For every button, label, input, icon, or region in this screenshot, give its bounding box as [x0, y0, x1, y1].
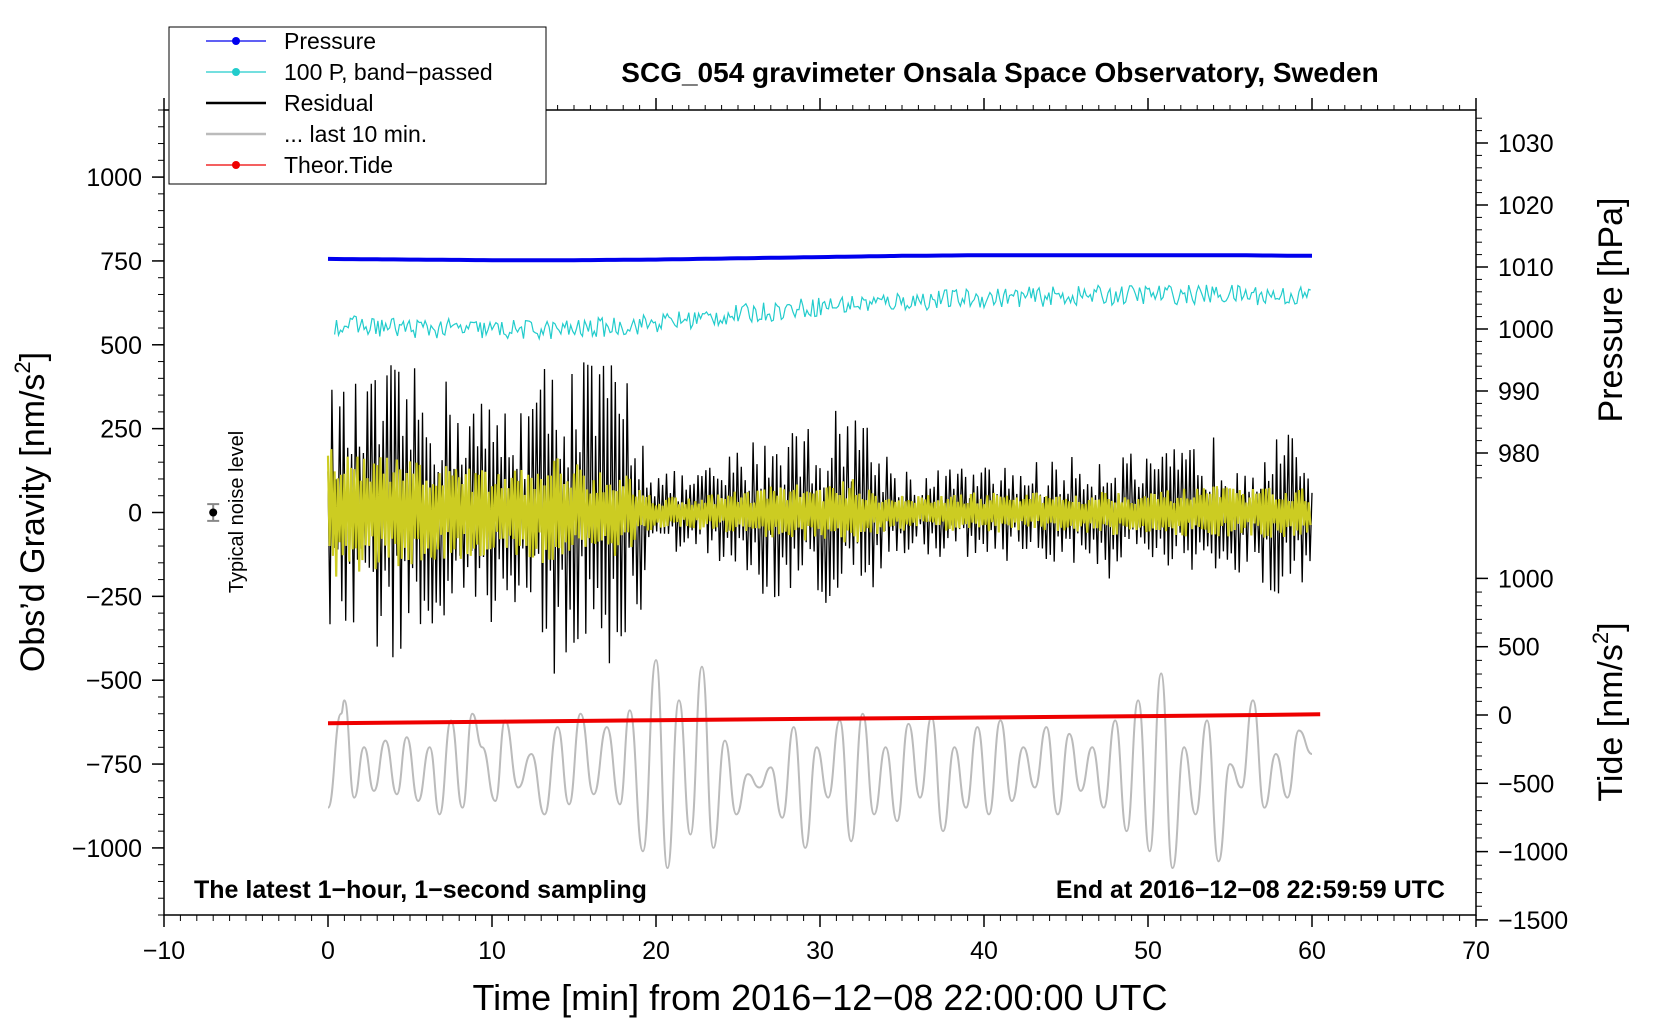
pressure-tick-label: 980	[1498, 440, 1540, 468]
legend-box	[168, 26, 547, 185]
legend-label: Pressure	[284, 28, 376, 54]
tide-tick-label: 500	[1498, 634, 1540, 662]
noise-level-label: Typical noise level	[226, 431, 248, 593]
legend-label: ... last 10 min.	[284, 121, 427, 147]
tide-tick-label: −1000	[1498, 839, 1568, 867]
series-last-10-min	[327, 659, 1313, 870]
x-axis-label: Time [min] from 2016−12−08 22:00:00 UTC	[472, 977, 1167, 1018]
y-tick-label: 1000	[86, 164, 142, 192]
y-axis-label-left: Obs’d Gravity [nm/s2]	[10, 352, 52, 672]
y-axis-label-left-end: ]	[14, 352, 52, 361]
series-theor-tide	[327, 712, 1321, 726]
y-tick-label: −750	[86, 751, 142, 779]
y-tick-label: 250	[100, 416, 142, 444]
y-tick-label: −500	[86, 667, 142, 695]
legend-label: 100 P, band−passed	[284, 59, 493, 85]
legend-marker	[232, 68, 240, 76]
y-axis-label-left-main: Obs’d Gravity [nm/s	[14, 374, 52, 673]
y-tick-label: −1000	[72, 835, 142, 863]
axis-ticks	[152, 98, 1488, 927]
tick-labels: −10 0 10 20 30 40 50 60 7010007505002500−250−500…	[72, 130, 1568, 965]
y-tick-label: 500	[100, 332, 142, 360]
y-tick-label: 0	[128, 500, 142, 528]
pressure-tick-label: 990	[1498, 378, 1540, 406]
series-100p-bandpassed	[334, 284, 1311, 341]
legend-marker	[232, 37, 240, 45]
x-tick-label: 20	[642, 937, 670, 965]
tide-tick-label: 0	[1498, 702, 1512, 730]
x-tick-label: 70	[1462, 937, 1490, 965]
chart-title: SCG_054 gravimeter Onsala Space Observat…	[621, 57, 1378, 88]
y-tick-label: −250	[86, 583, 142, 611]
y-axis-label-tide-main: Tide [nm/s	[1592, 644, 1630, 801]
legend-marker	[232, 161, 240, 169]
legend-label: Residual	[284, 90, 374, 116]
y-axis-label-tide-sup: 2	[1588, 632, 1613, 644]
legend-items: Pressure 100 P, band−passed Residual ... la…	[206, 28, 493, 178]
x-tick-label: −10	[143, 937, 185, 965]
tide-tick-label: −1500	[1498, 907, 1568, 935]
x-tick-label: 0	[321, 937, 335, 965]
annotation-end-time: End at 2016−12−08 22:59:59 UTC	[1056, 876, 1445, 904]
annotation-sampling: The latest 1−hour, 1−second sampling	[194, 876, 647, 904]
x-tick-label: 30	[806, 937, 834, 965]
x-tick-label: 60	[1298, 937, 1326, 965]
noise-point	[209, 508, 218, 517]
series-pressure	[327, 253, 1312, 263]
y-axis-label-tide: Tide [nm/s2]	[1588, 622, 1630, 801]
x-tick-label: 10	[478, 937, 506, 965]
pressure-tick-label: 1000	[1498, 316, 1554, 344]
pressure-tick-label: 1020	[1498, 192, 1554, 220]
legend: Pressure 100 P, band−passed Residual ... la…	[168, 26, 547, 185]
legend-label: Theor.Tide	[284, 152, 393, 178]
pressure-tick-label: 1030	[1498, 130, 1554, 158]
tide-tick-label: 1000	[1498, 565, 1554, 593]
series-layer	[207, 253, 1321, 870]
y-axis-label-pressure: Pressure [hPa]	[1592, 198, 1630, 423]
pressure-tick-label: 1010	[1498, 254, 1554, 282]
y-axis-label-left-sup: 2	[10, 361, 35, 373]
tide-tick-label: −500	[1498, 770, 1554, 798]
y-tick-label: 750	[100, 248, 142, 276]
y-axis-label-tide-end: ]	[1592, 622, 1630, 631]
x-tick-label: 50	[1134, 937, 1162, 965]
x-tick-label: 40	[970, 937, 998, 965]
series-residual-bandpassed	[326, 449, 1312, 577]
